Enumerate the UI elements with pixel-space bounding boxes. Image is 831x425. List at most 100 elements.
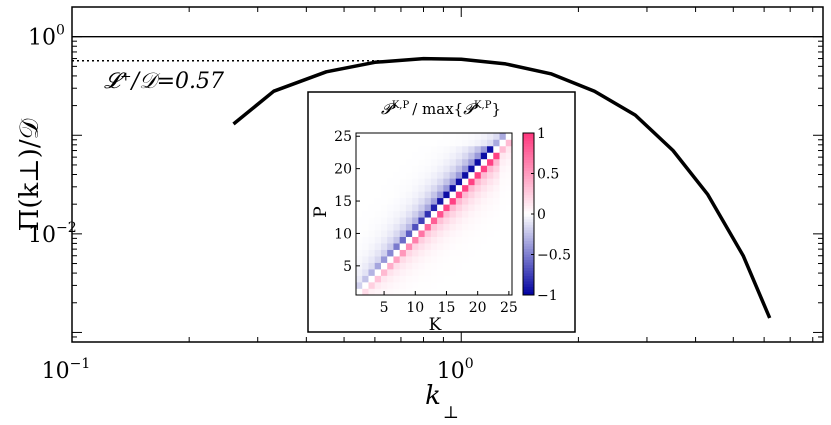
heatmap-cell — [455, 236, 463, 244]
heatmap-cell — [499, 139, 507, 147]
heatmap-cell — [393, 197, 400, 205]
heatmap-cell — [493, 145, 500, 153]
heatmap-cell — [505, 210, 513, 218]
x-tick-label: 10−1 — [42, 356, 91, 384]
heatmap-cell — [468, 178, 475, 186]
colorbar-segment — [523, 197, 534, 201]
heatmap-cell — [356, 178, 363, 186]
heatmap-cell — [362, 178, 369, 186]
heatmap-cell — [399, 236, 407, 244]
heatmap-cell — [393, 243, 400, 250]
heatmap-cell — [430, 152, 438, 160]
heatmap-cell — [424, 288, 432, 296]
heatmap-cell — [368, 288, 376, 296]
heatmap-cell — [505, 223, 513, 231]
heatmap-cell — [493, 256, 500, 263]
heatmap-cell — [393, 236, 400, 244]
heatmap-cell — [480, 204, 488, 212]
colorbar-segment — [523, 284, 534, 288]
heatmap-cell — [418, 256, 425, 263]
heatmap-cell — [505, 171, 513, 179]
heatmap-cell — [356, 217, 363, 225]
heatmap-cell — [368, 275, 376, 283]
heatmap-cell — [387, 191, 394, 199]
heatmap-cell — [424, 230, 432, 237]
heatmap-cell — [462, 204, 469, 212]
heatmap-cell — [493, 243, 500, 250]
heatmap-cell — [412, 275, 419, 283]
heatmap-cell — [368, 171, 376, 179]
colorbar-segment — [523, 251, 534, 255]
heatmap-cell — [387, 152, 394, 160]
heatmap-cell — [393, 165, 400, 173]
heatmap-cell — [368, 204, 376, 212]
heatmap-cell — [462, 139, 469, 147]
heatmap-cell — [374, 145, 382, 153]
heatmap-cell — [362, 139, 369, 147]
colorbar-segment — [523, 243, 534, 247]
heatmap-cell — [443, 204, 450, 212]
heatmap-cell — [430, 171, 438, 179]
heatmap-cell — [443, 178, 450, 186]
colorbar-segment — [523, 187, 534, 191]
colorbar-segment — [523, 238, 534, 242]
heatmap-cell — [505, 133, 513, 140]
heatmap-cell — [493, 282, 500, 289]
colorbar-segment — [523, 192, 534, 196]
heatmap-cell — [399, 210, 407, 218]
heatmap-cell — [468, 204, 475, 212]
heatmap-cell — [499, 230, 507, 237]
heatmap-cell — [393, 288, 400, 296]
heatmap-cell — [356, 191, 363, 199]
heatmap-cell — [399, 262, 407, 270]
heatmap-cell — [368, 158, 376, 166]
heatmap-cell — [356, 249, 363, 257]
heatmap-cell — [455, 152, 463, 160]
heatmap-cell — [462, 288, 469, 296]
heatmap-cell — [374, 282, 382, 289]
heatmap-cell — [468, 184, 475, 192]
heatmap-cell — [356, 145, 363, 153]
heatmap-cell — [399, 243, 407, 250]
heatmap-cell — [418, 210, 425, 218]
heatmap-cell — [487, 184, 494, 192]
heatmap-cell — [455, 165, 463, 173]
heatmap-cell — [493, 171, 500, 179]
heatmap-cell — [380, 165, 388, 173]
heatmap-cell — [449, 184, 457, 192]
heatmap-cell — [468, 243, 475, 250]
heatmap-cell — [380, 223, 388, 231]
heatmap-cell — [468, 145, 475, 153]
heatmap-cell — [468, 191, 475, 199]
heatmap-cell — [368, 191, 376, 199]
colorbar-segment — [523, 227, 534, 231]
heatmap-cell — [443, 249, 450, 257]
heatmap-cell — [480, 256, 488, 263]
heatmap-cell — [499, 197, 507, 205]
heatmap-cell — [449, 165, 457, 173]
colorbar-segment — [523, 138, 534, 142]
heatmap-cell — [356, 204, 363, 212]
colorbar-segment — [523, 208, 534, 212]
heatmap-cell — [368, 145, 376, 153]
heatmap-cell — [362, 275, 369, 283]
heatmap-cell — [493, 288, 500, 296]
heatmap-cell — [393, 275, 400, 283]
heatmap-cell — [380, 256, 388, 263]
heatmap-cell — [399, 152, 407, 160]
heatmap-cell — [362, 158, 369, 166]
heatmap-cell — [405, 217, 413, 225]
heatmap-cell — [474, 133, 482, 140]
heatmap-cell — [356, 171, 363, 179]
heatmap-cell — [405, 184, 413, 192]
colorbar-segment — [523, 281, 534, 285]
heatmap-cell — [499, 236, 507, 244]
heatmap-cell — [499, 243, 507, 250]
heatmap-cell — [462, 191, 469, 199]
heatmap-cell — [362, 262, 369, 270]
colorbar-segment — [523, 273, 534, 277]
heatmap-cell — [418, 288, 425, 296]
heatmap-cell — [430, 145, 438, 153]
heatmap-cell — [374, 217, 382, 225]
heatmap-cell — [424, 165, 432, 173]
